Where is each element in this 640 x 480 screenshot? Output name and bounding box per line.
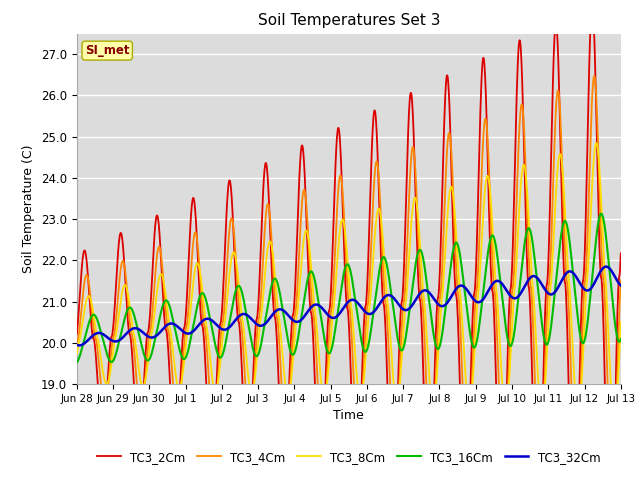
TC3_4Cm bbox=[137, 409, 145, 415]
TC3_16Cm bbox=[617, 336, 625, 342]
TC3_16Cm bbox=[73, 360, 81, 365]
TC3_8Cm bbox=[617, 319, 625, 325]
TC3_8Cm bbox=[315, 352, 323, 358]
TC3_32Cm bbox=[602, 264, 610, 269]
TC3_8Cm bbox=[611, 413, 618, 419]
TC3_32Cm bbox=[73, 342, 81, 348]
TC3_2Cm bbox=[115, 240, 123, 245]
TC3_2Cm bbox=[617, 251, 625, 256]
TC3_2Cm bbox=[137, 426, 145, 432]
TC3_8Cm bbox=[115, 312, 123, 318]
TC3_32Cm bbox=[115, 337, 123, 343]
TC3_8Cm bbox=[383, 288, 390, 293]
TC3_4Cm bbox=[304, 221, 312, 227]
TC3_32Cm bbox=[325, 313, 333, 319]
Line: TC3_16Cm: TC3_16Cm bbox=[77, 214, 621, 362]
TC3_16Cm bbox=[315, 302, 323, 308]
Line: TC3_8Cm: TC3_8Cm bbox=[77, 143, 621, 416]
Line: TC3_4Cm: TC3_4Cm bbox=[77, 76, 621, 480]
TC3_4Cm bbox=[73, 339, 81, 345]
TC3_32Cm bbox=[316, 303, 323, 309]
TC3_4Cm bbox=[315, 405, 323, 410]
TC3_16Cm bbox=[304, 276, 312, 282]
TC3_8Cm bbox=[325, 363, 333, 369]
TC3_8Cm bbox=[73, 351, 81, 357]
TC3_16Cm bbox=[115, 339, 123, 345]
TC3_32Cm bbox=[617, 283, 625, 288]
TC3_32Cm bbox=[138, 328, 145, 334]
TC3_4Cm bbox=[617, 277, 625, 283]
TC3_2Cm bbox=[73, 331, 81, 337]
TC3_8Cm bbox=[304, 231, 312, 237]
TC3_8Cm bbox=[592, 140, 600, 146]
TC3_2Cm bbox=[383, 349, 390, 355]
Line: TC3_32Cm: TC3_32Cm bbox=[77, 266, 621, 346]
TC3_2Cm bbox=[315, 476, 323, 480]
TC3_32Cm bbox=[304, 308, 312, 314]
TC3_2Cm bbox=[304, 250, 312, 255]
X-axis label: Time: Time bbox=[333, 409, 364, 422]
TC3_16Cm bbox=[137, 340, 145, 346]
TC3_8Cm bbox=[137, 380, 145, 385]
TC3_32Cm bbox=[75, 343, 83, 348]
TC3_4Cm bbox=[325, 340, 333, 346]
TC3_32Cm bbox=[383, 293, 390, 299]
TC3_16Cm bbox=[383, 260, 390, 265]
TC3_16Cm bbox=[325, 350, 333, 356]
TC3_4Cm bbox=[591, 73, 598, 79]
TC3_4Cm bbox=[383, 305, 390, 311]
TC3_16Cm bbox=[597, 211, 605, 216]
Legend: TC3_2Cm, TC3_4Cm, TC3_8Cm, TC3_16Cm, TC3_32Cm: TC3_2Cm, TC3_4Cm, TC3_8Cm, TC3_16Cm, TC3… bbox=[92, 446, 605, 468]
TC3_2Cm bbox=[325, 311, 333, 316]
TC3_2Cm bbox=[588, 2, 596, 8]
Y-axis label: Soil Temperature (C): Soil Temperature (C) bbox=[22, 144, 35, 273]
Text: SI_met: SI_met bbox=[85, 44, 129, 57]
TC3_4Cm bbox=[115, 283, 123, 289]
Line: TC3_2Cm: TC3_2Cm bbox=[77, 5, 621, 480]
Title: Soil Temperatures Set 3: Soil Temperatures Set 3 bbox=[257, 13, 440, 28]
